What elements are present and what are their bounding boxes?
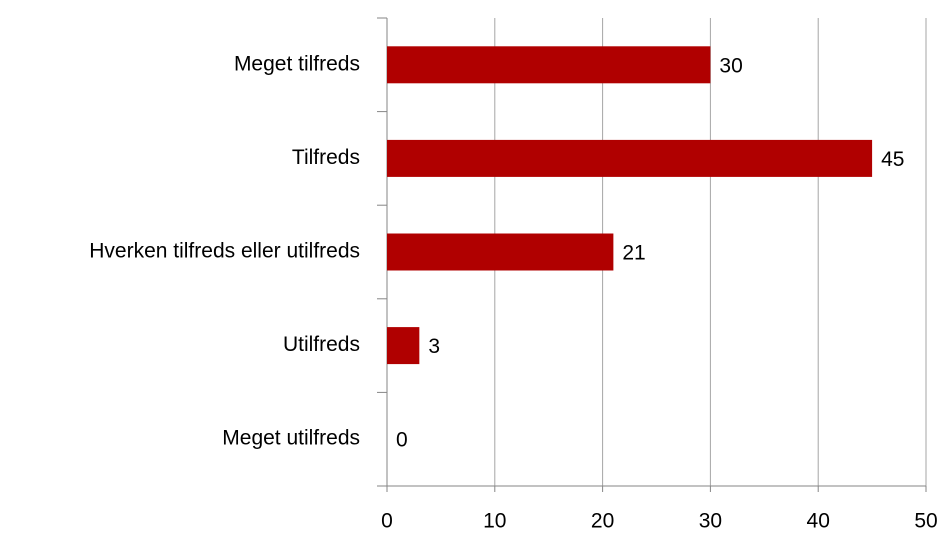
y-tick-label: Meget utilfreds bbox=[222, 427, 360, 450]
y-tick-label: Hverken tilfreds eller utilfreds bbox=[89, 240, 360, 263]
data-label: 3 bbox=[428, 335, 440, 358]
x-tick-label: 20 bbox=[591, 510, 614, 533]
bar bbox=[387, 139, 873, 177]
y-tick-label: Tilfreds bbox=[292, 146, 360, 169]
data-label: 0 bbox=[396, 429, 408, 452]
y-tick-label: Meget tilfreds bbox=[234, 52, 360, 75]
data-label: 30 bbox=[719, 54, 742, 77]
y-tick-label: Utilfreds bbox=[283, 333, 360, 356]
data-label: 21 bbox=[622, 242, 645, 265]
bar bbox=[387, 233, 614, 271]
bar bbox=[387, 327, 420, 365]
bar bbox=[387, 46, 711, 84]
data-label: 45 bbox=[881, 148, 904, 171]
x-tick-label: 10 bbox=[483, 510, 506, 533]
x-tick-label: 30 bbox=[699, 510, 722, 533]
x-tick-label: 0 bbox=[381, 510, 393, 533]
x-tick-label: 40 bbox=[807, 510, 830, 533]
x-tick-label: 50 bbox=[914, 510, 937, 533]
